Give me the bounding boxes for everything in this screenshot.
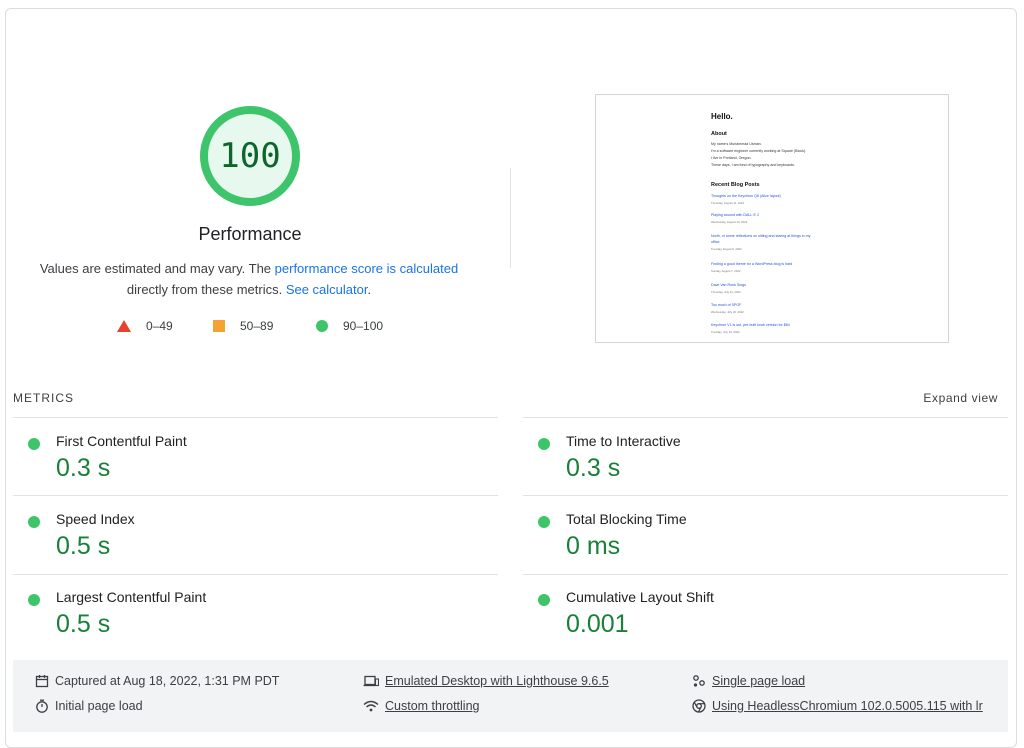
metric-name: Largest Contentful Paint <box>56 589 207 605</box>
pass-circle-icon <box>28 438 40 450</box>
initial-load-text: Initial page load <box>55 699 143 713</box>
pass-circle-icon <box>28 516 40 528</box>
desc-text-2: directly from these metrics. <box>126 282 286 297</box>
legend-average-label: 50–89 <box>240 319 274 333</box>
thumb-heading: Hello. <box>711 112 733 121</box>
emulated-device-link[interactable]: Emulated Desktop with Lighthouse 9.6.5 <box>385 674 609 688</box>
metric-name: Cumulative Layout Shift <box>566 589 714 605</box>
thumb-post-title: Keychron V1 is out, pre-built knob versi… <box>711 323 790 327</box>
initial-load-item: Initial page load <box>35 699 143 713</box>
score-calculated-link[interactable]: performance score is calculated <box>274 261 459 276</box>
browser-link[interactable]: Using HeadlessChromium 102.0.5005.115 wi… <box>712 699 983 713</box>
thumb-post-date: Thursday, July 21, 2022 <box>711 290 741 294</box>
throttling-link[interactable]: Custom throttling <box>385 699 480 713</box>
thumb-post-date: Sunday, August 7, 2022 <box>711 269 741 273</box>
runtime-settings: Captured at Aug 18, 2022, 1:31 PM PDT In… <box>13 660 1008 732</box>
emulated-device-item: Emulated Desktop with Lighthouse 9.6.5 <box>363 674 609 688</box>
metric-first-contentful-paint: First Contentful Paint 0.3 s <box>28 432 498 510</box>
see-calculator-link[interactable]: See calculator <box>285 282 368 297</box>
metric-value: 0.3 s <box>56 454 111 482</box>
square-icon <box>213 320 225 332</box>
desc-text-3: . <box>367 282 372 297</box>
thumb-post-date: Tuesday, August 9, 2022 <box>711 247 742 251</box>
thumb-post-title: Dave Van Ronk Sings <box>711 283 746 287</box>
legend-fail: 0–49 <box>117 319 173 333</box>
legend-fail-label: 0–49 <box>146 319 173 333</box>
calendar-icon <box>35 675 49 688</box>
pass-circle-icon <box>28 594 40 606</box>
thumb-about-line: I live in Portland, Oregon. <box>711 156 752 160</box>
captured-at-item: Captured at Aug 18, 2022, 1:31 PM PDT <box>35 674 279 688</box>
thumb-recent-heading: Recent Blog Posts <box>711 182 760 188</box>
thumb-about-line: These days, I am fond of typography and … <box>711 163 795 167</box>
metric-name: Total Blocking Time <box>566 511 687 527</box>
metric-divider <box>523 495 1008 496</box>
metrics-heading: METRICS <box>13 391 74 405</box>
desc-text-1: Values are estimated and may vary. The <box>39 261 275 276</box>
circle-icon <box>316 320 328 332</box>
thumb-post-title: Too much of SPOF <box>711 303 742 307</box>
thumb-post-date: Thursday, August 11, 2022 <box>711 201 745 205</box>
metric-speed-index: Speed Index 0.5 s <box>28 510 498 588</box>
thumb-post-title: Finding a good theme for a WordPress blo… <box>711 262 793 266</box>
metric-divider <box>523 574 1008 575</box>
metric-value: 0 ms <box>566 532 621 560</box>
thumb-post-title: Playing around with DALL·E 2 <box>711 213 759 217</box>
legend-average: 50–89 <box>213 319 273 333</box>
pass-circle-icon <box>538 516 550 528</box>
metric-value: 0.001 <box>566 610 629 638</box>
thumb-post-title: Thoughts on the Keychron Q6 (Alice layou… <box>711 194 781 198</box>
category-title: Performance <box>198 224 302 244</box>
metric-value: 0.5 s <box>56 532 111 560</box>
metric-name: Time to Interactive <box>566 433 681 449</box>
page-load-icon <box>693 675 705 687</box>
thumb-about-heading: About <box>711 131 727 137</box>
score-value: 100 <box>219 136 281 176</box>
metric-largest-contentful-paint: Largest Contentful Paint 0.5 s <box>28 588 498 666</box>
timer-icon <box>36 699 48 713</box>
thumb-post-title-cont: office <box>711 240 720 244</box>
captured-at-text: Captured at Aug 18, 2022, 1:31 PM PDT <box>55 674 280 688</box>
expand-view-button[interactable]: Expand view <box>923 391 998 405</box>
metric-cumulative-layout-shift: Cumulative Layout Shift 0.001 <box>538 588 1008 666</box>
score-description: Values are estimated and may vary. The p… <box>30 258 468 300</box>
browser-item: Using HeadlessChromium 102.0.5005.115 wi… <box>692 699 983 713</box>
metric-divider <box>523 417 1008 418</box>
legend-pass: 90–100 <box>316 319 383 333</box>
thumb-post-date: Wednesday, August 10, 2022 <box>711 220 748 224</box>
metric-divider <box>13 495 498 496</box>
metric-time-to-interactive: Time to Interactive 0.3 s <box>538 432 1008 510</box>
legend-pass-label: 90–100 <box>343 319 384 333</box>
metric-value: 0.3 s <box>566 454 621 482</box>
score-gauge <box>200 106 300 206</box>
thumb-post-title: North, or some reflections on sitting an… <box>711 234 811 238</box>
pass-circle-icon <box>538 594 550 606</box>
chrome-icon <box>692 699 706 713</box>
final-screenshot[interactable]: Hello. About My name's Muhammad Usman. I… <box>595 94 949 343</box>
thumb-post-date: Wednesday, July 20, 2022 <box>711 310 744 314</box>
throttling-item: Custom throttling <box>363 699 479 713</box>
metric-divider <box>13 574 498 575</box>
vertical-divider <box>510 168 511 268</box>
single-load-item: Single page load <box>692 674 805 688</box>
metric-divider <box>13 417 498 418</box>
triangle-icon <box>117 320 131 332</box>
metric-total-blocking-time: Total Blocking Time 0 ms <box>538 510 1008 588</box>
pass-circle-icon <box>538 438 550 450</box>
thumb-about-line: My name's Muhammad Usman. <box>711 142 762 146</box>
thumb-post-date: Tuesday, July 19, 2022 <box>711 330 740 334</box>
metric-value: 0.5 s <box>56 610 111 638</box>
metric-name: Speed Index <box>56 511 135 527</box>
thumb-about-line: I'm a software engineer currently workin… <box>711 149 807 153</box>
laptop-icon <box>363 675 379 687</box>
single-load-link[interactable]: Single page load <box>712 674 806 688</box>
wifi-icon <box>363 700 379 712</box>
metric-name: First Contentful Paint <box>56 433 187 449</box>
